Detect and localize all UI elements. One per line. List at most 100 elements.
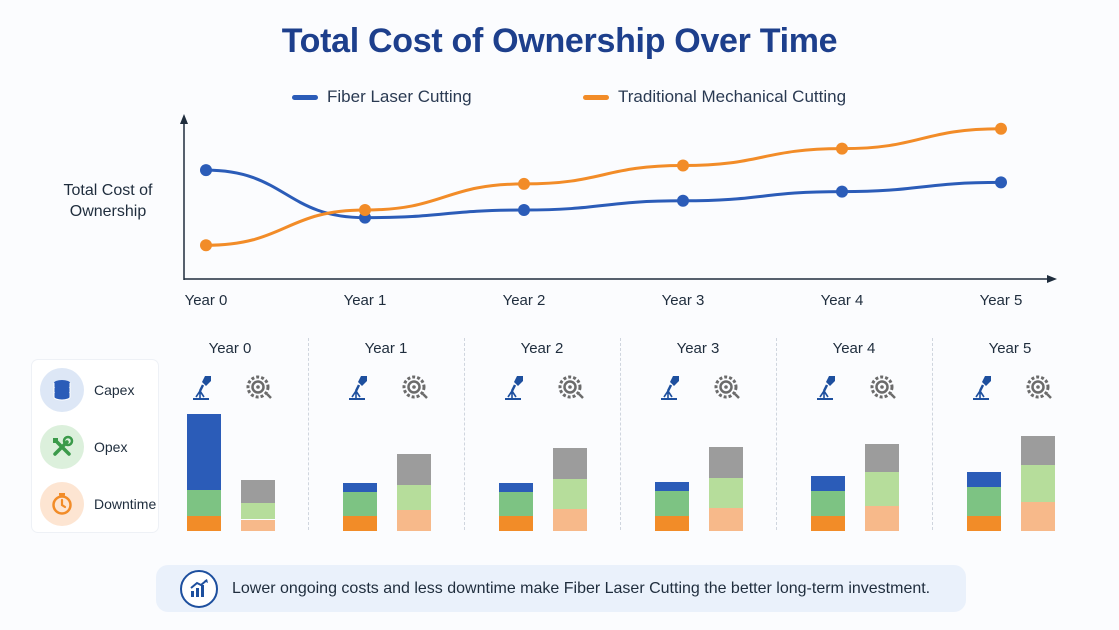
bar-segment-downtime-fiber — [499, 516, 533, 531]
segment-legend-downtime-label: Downtime — [94, 496, 157, 512]
data-point-1-3 — [677, 159, 689, 172]
group-divider — [776, 338, 777, 530]
saw-blade-icon — [555, 372, 585, 402]
series-line-0 — [205, 168, 1002, 220]
data-point-1-5 — [995, 122, 1007, 135]
legend-item-mechanical: Traditional Mechanical Cutting — [583, 87, 846, 107]
data-point-1-2 — [518, 177, 530, 190]
legend-label-fiber: Fiber Laser Cutting — [327, 87, 472, 106]
saw-blade-icon — [1023, 372, 1053, 402]
x-tick-label: Year 5 — [979, 292, 1023, 309]
bar-segment-downtime-mechanical — [397, 510, 431, 531]
bar-group-title: Year 5 — [988, 340, 1032, 357]
legend-swatch-fiber — [292, 94, 318, 100]
bar-segment-downtime-mechanical — [709, 508, 743, 531]
bar-segment-downtime-fiber — [967, 516, 1001, 531]
series-layer — [200, 122, 1007, 252]
bar-segment-opex-fiber — [499, 491, 533, 517]
data-point-1-1 — [359, 204, 371, 216]
bar-segment-opex-mechanical — [709, 478, 743, 508]
data-point-0-2 — [518, 204, 530, 216]
group-divider — [932, 338, 933, 530]
x-tick-label: Year 3 — [661, 292, 705, 309]
series-line-1 — [205, 127, 1002, 247]
bar-segment-opex-mechanical — [241, 503, 275, 520]
bar-segment-opex-fiber — [967, 487, 1001, 517]
data-point-0-4 — [836, 185, 848, 198]
data-point-0-5 — [995, 176, 1007, 189]
y-axis-label: Total Cost of Ownership — [63, 182, 153, 220]
bar-segment-downtime-mechanical — [865, 505, 899, 531]
coins-stack-icon — [40, 368, 84, 412]
data-point-0-3 — [677, 194, 689, 207]
x-axis-arrow — [1047, 275, 1057, 283]
legend-swatch-mechanical — [583, 94, 609, 100]
group-divider — [620, 338, 621, 530]
bar-group-title: Year 3 — [676, 340, 720, 357]
x-tick-label: Year 1 — [343, 292, 387, 309]
bar-segment-opex-mechanical — [397, 485, 431, 511]
bar-segment-downtime-mechanical — [1021, 502, 1055, 531]
laser-head-icon — [657, 372, 687, 402]
data-point-1-0 — [200, 239, 212, 252]
saw-blade-icon — [867, 372, 897, 402]
conclusion-banner: Lower ongoing costs and less downtime ma… — [156, 565, 966, 612]
growth-chart-icon — [180, 569, 218, 608]
laser-head-icon — [969, 372, 999, 402]
legend-item-fiber: Fiber Laser Cutting — [292, 87, 472, 107]
laser-head-icon — [813, 372, 843, 402]
bar-segment-opex-mechanical — [553, 479, 587, 510]
bar-segment-capex-mechanical — [553, 448, 587, 480]
bar-segment-capex-mechanical — [397, 453, 431, 485]
bar-segment-capex-mechanical — [865, 443, 899, 473]
bar-segment-capex-fiber — [655, 481, 689, 491]
saw-blade-icon — [399, 372, 429, 402]
bar-group-title: Year 1 — [364, 340, 408, 357]
x-tick-label: Year 4 — [820, 292, 864, 309]
segment-legend-capex: Capex — [40, 368, 134, 412]
bar-segment-capex-fiber — [967, 472, 1001, 488]
data-point-0-0 — [200, 164, 212, 177]
bar-segment-opex-fiber — [811, 490, 845, 517]
bar-group-title: Year 2 — [520, 340, 564, 357]
bar-segment-opex-mechanical — [865, 472, 899, 506]
bar-segment-downtime-fiber — [343, 516, 377, 531]
bar-segment-downtime-fiber — [187, 516, 221, 531]
bar-segment-capex-mechanical — [709, 447, 743, 479]
segment-legend-opex-label: Opex — [94, 439, 128, 455]
group-divider — [464, 338, 465, 530]
bar-segment-capex-fiber — [499, 482, 533, 492]
conclusion-text: Lower ongoing costs and less downtime ma… — [232, 579, 931, 597]
laser-head-icon — [345, 372, 375, 402]
stopwatch-icon — [40, 482, 84, 526]
bar-segment-downtime-fiber — [655, 516, 689, 531]
laser-head-icon — [189, 372, 219, 402]
data-point-1-4 — [836, 142, 848, 155]
bar-segment-capex-mechanical — [1021, 435, 1055, 466]
segment-legend-downtime: Downtime — [40, 482, 156, 526]
x-tick-label: Year 2 — [502, 292, 546, 309]
wrench-screwdriver-icon — [40, 425, 84, 469]
x-tick-label: Year 0 — [184, 292, 228, 309]
saw-blade-icon — [243, 372, 273, 402]
y-axis-arrow — [180, 114, 188, 124]
bar-group-title: Year 0 — [208, 340, 252, 357]
group-divider — [308, 338, 309, 530]
bar-segment-capex-fiber — [187, 413, 221, 490]
bar-segment-capex-fiber — [343, 482, 377, 492]
saw-blade-icon — [711, 372, 741, 402]
bar-segment-downtime-mechanical — [553, 509, 587, 531]
bar-segment-downtime-fiber — [811, 516, 845, 531]
bar-segment-capex-mechanical — [241, 480, 275, 504]
bar-segment-opex-fiber — [655, 490, 689, 517]
bar-segment-opex-fiber — [343, 491, 377, 517]
segment-legend: Capex Opex Downtime — [32, 360, 158, 532]
legend-label-mechanical: Traditional Mechanical Cutting — [618, 87, 847, 106]
segment-legend-opex: Opex — [40, 425, 127, 469]
bar-segment-opex-mechanical — [1021, 465, 1055, 503]
page-title: Total Cost of Ownership Over Time — [281, 22, 838, 60]
bar-segment-capex-fiber — [811, 475, 845, 491]
bar-group-title: Year 4 — [832, 340, 876, 357]
bar-segment-opex-fiber — [187, 489, 221, 517]
